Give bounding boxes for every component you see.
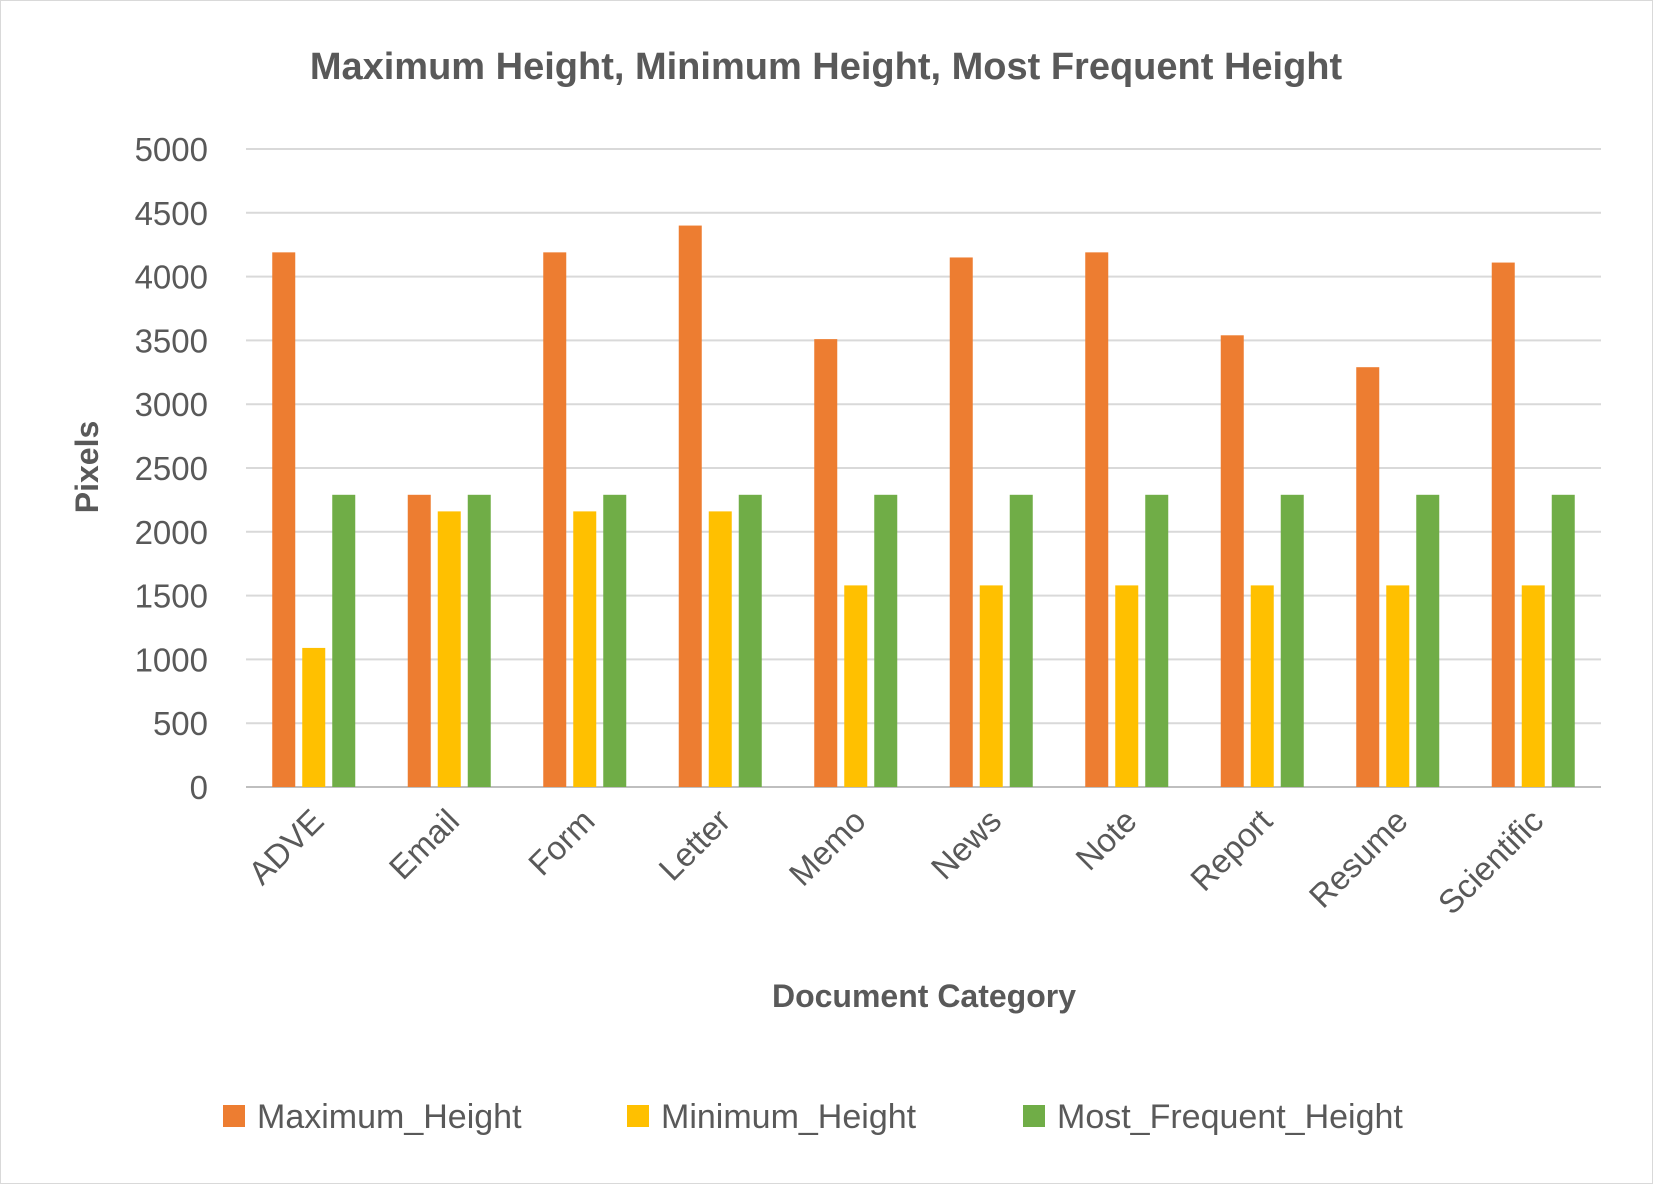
y-tick-label: 4500 [135,195,208,232]
bar-Maximum_Height-Note [1085,252,1109,787]
bar-Minimum_Height-Report [1250,585,1274,787]
legend-label: Maximum_Height [257,1098,522,1136]
bar-Maximum_Height-Memo [814,339,838,787]
bars [272,225,1575,788]
bar-Maximum_Height-Resume [1356,367,1380,787]
y-tick-label: 500 [153,705,208,742]
y-tick-label: 1500 [135,578,208,615]
bar-Most_Frequent_Height-Letter [738,494,762,787]
y-tick-label: 3500 [135,322,208,359]
y-tick-label: 2000 [135,514,208,551]
y-tick-label: 2500 [135,450,208,487]
bar-Most_Frequent_Height-Resume [1416,494,1440,787]
bar-Minimum_Height-Scientific [1521,585,1545,787]
bar-Most_Frequent_Height-ADVE [332,494,356,787]
x-tick-label: ADVE [241,802,331,892]
legend-swatch-Minimum_Height [627,1105,649,1127]
bar-Minimum_Height-Memo [844,585,868,787]
bar-Maximum_Height-ADVE [272,252,296,787]
bar-Most_Frequent_Height-Note [1145,494,1169,787]
bar-Maximum_Height-Form [543,252,567,787]
x-axis-ticks: ADVE Email Form Letter Memo News Note Report Res… [241,802,1550,922]
legend: Maximum_Height Minimum_Height Most_Frequen… [223,1098,1403,1136]
x-tick-label: Scientific [1431,802,1551,922]
legend-label: Most_Frequent_Height [1057,1098,1403,1136]
legend-label: Minimum_Height [661,1098,917,1136]
x-tick-label: Email [382,802,467,887]
x-tick-label: Report [1183,802,1279,898]
y-tick-label: 5000 [135,131,208,168]
bar-Maximum_Height-News [949,257,973,788]
bar-Most_Frequent_Height-Email [467,494,491,787]
x-tick-label: Resume [1302,802,1415,915]
y-axis-title: Pixels [69,421,105,514]
bar-Minimum_Height-Note [1115,585,1139,787]
y-tick-label: 1000 [135,641,208,678]
legend-swatch-Most_Frequent_Height [1023,1105,1045,1127]
x-tick-label: Memo [782,802,873,893]
bar-Maximum_Height-Email [407,494,431,787]
y-tick-label: 4000 [135,259,208,296]
bar-Most_Frequent_Height-Memo [874,494,898,787]
bar-Most_Frequent_Height-Scientific [1551,494,1575,787]
y-tick-label: 0 [190,769,208,806]
y-tick-label: 3000 [135,386,208,423]
x-tick-label: Letter [651,802,737,888]
bar-Minimum_Height-Form [573,511,597,787]
bar-Minimum_Height-Letter [708,511,732,787]
bar-Maximum_Height-Scientific [1491,262,1515,788]
legend-swatch-Maximum_Height [223,1105,245,1127]
bar-Most_Frequent_Height-Report [1280,494,1304,787]
bar-Minimum_Height-News [979,585,1003,787]
x-axis-title: Document Category [772,978,1076,1014]
x-tick-label: News [924,802,1009,887]
bar-Minimum_Height-Resume [1386,585,1410,787]
y-axis-ticks: 0 500 1000 1500 2000 2500 3000 3500 4000 4500 5000 [135,131,208,806]
bar-Maximum_Height-Letter [678,225,702,787]
x-tick-label: Form [521,802,602,883]
bar-Minimum_Height-Email [437,511,461,787]
bar-Maximum_Height-Report [1220,335,1244,787]
bar-Most_Frequent_Height-News [1009,494,1033,787]
bar-Most_Frequent_Height-Form [603,494,627,787]
x-tick-label: Note [1068,802,1143,877]
bar-Minimum_Height-ADVE [302,647,326,787]
chart-title: Maximum Height, Minimum Height, Most Fre… [310,46,1343,88]
